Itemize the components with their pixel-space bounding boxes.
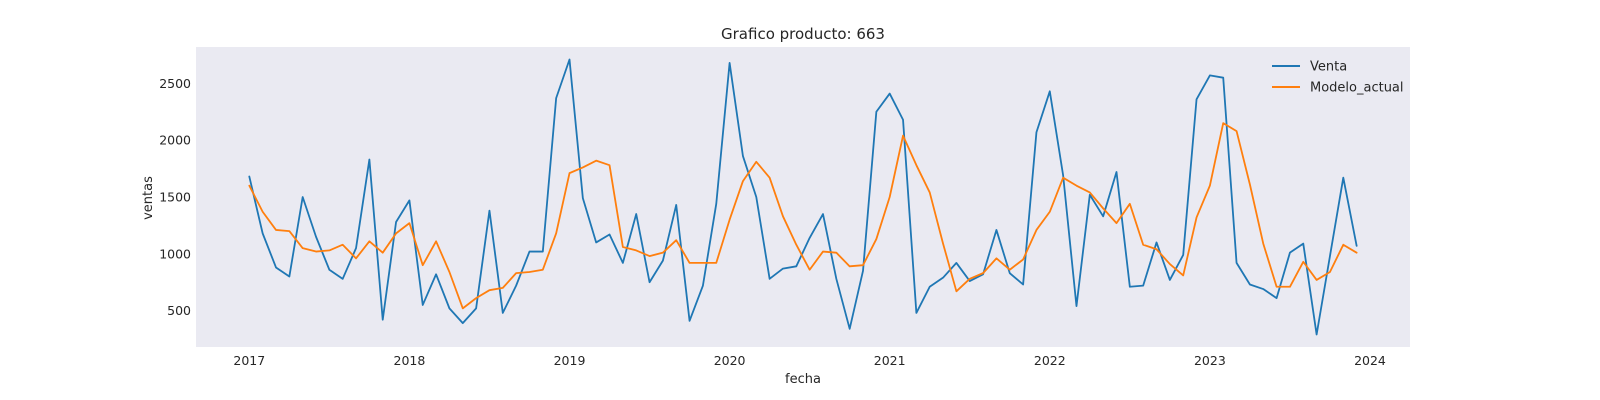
x-axis-label: fecha xyxy=(785,372,821,387)
x-tick-label: 2022 xyxy=(1034,353,1066,368)
y-tick-label: 1000 xyxy=(159,246,191,261)
legend-label: Venta xyxy=(1310,60,1347,75)
y-axis-label: ventas xyxy=(141,176,156,220)
series-group xyxy=(248,58,1358,336)
x-tick-label: 2021 xyxy=(874,353,906,368)
y-tick-label: 2500 xyxy=(159,76,191,91)
legend: Venta Modelo_actual xyxy=(1272,60,1404,96)
y-axis: 500 1000 1500 2000 2500 xyxy=(159,76,191,318)
x-tick-label: 2020 xyxy=(714,353,746,368)
x-tick-label: 2024 xyxy=(1354,353,1386,368)
x-tick-label: 2018 xyxy=(394,353,426,368)
legend-label: Modelo_actual xyxy=(1310,81,1404,96)
y-tick-label: 2000 xyxy=(159,133,191,148)
y-tick-label: 1500 xyxy=(159,190,191,205)
series-line-venta xyxy=(248,58,1358,336)
x-tick-label: 2019 xyxy=(554,353,586,368)
chart-title: Grafico producto: 663 xyxy=(721,25,885,43)
x-tick-label: 2023 xyxy=(1194,353,1226,368)
y-tick-label: 500 xyxy=(167,303,191,318)
plot-area xyxy=(196,47,1410,347)
series-line-modelo-actual xyxy=(248,122,1358,310)
x-tick-label: 2017 xyxy=(233,353,265,368)
x-axis: 2017 2018 2019 2020 2021 2022 2023 2024 xyxy=(233,353,1386,368)
